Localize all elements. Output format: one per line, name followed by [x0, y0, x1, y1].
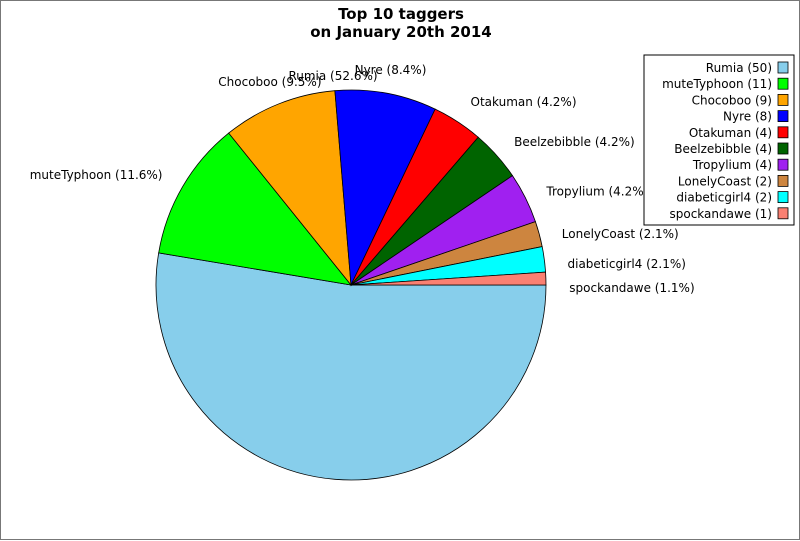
legend-swatch-nyre [777, 110, 789, 122]
legend-swatch-otakuman [777, 126, 789, 139]
legend-label-beelzebibble: Beelzebibble (4) [674, 142, 772, 156]
legend-swatch-beelzebibble [777, 142, 789, 155]
slice-label-chocoboo: Chocoboo (9.5%) [218, 75, 321, 89]
legend-swatch-tropylium [777, 158, 789, 171]
slice-label-lonelycoast: LonelyCoast (2.1%) [562, 227, 679, 241]
title-line-1: Top 10 taggers [338, 5, 464, 23]
pie-slice-nyre [334, 89, 436, 287]
slice-label-diabeticgirl4: diabeticgirl4 (2.1%) [568, 257, 686, 271]
chart-legend: Rumia (50) muteTyphoon (11) Chocoboo (9) Ny… [643, 54, 795, 226]
pie-slice-spockandawe [350, 271, 547, 286]
slice-label-otakuman: Otakuman (4.2%) [471, 95, 577, 109]
legend-label-diabeticgirl4: diabeticgirl4 (2) [676, 191, 772, 205]
title-line-2: on January 20th 2014 [310, 23, 491, 41]
legend-swatch-rumia [777, 61, 789, 74]
legend-label-rumia: Rumia (50) [706, 61, 772, 75]
legend-swatch-spockandawe [777, 207, 789, 220]
legend-label-lonelycoast: LonelyCoast (2) [678, 174, 772, 188]
slice-labels: Rumia (52.6%) muteTyphoon (11.6%) Chocoboo… [30, 63, 695, 295]
legend-label-chocoboo: Chocoboo (9) [692, 93, 772, 107]
pie-slice-mutetyphoon [158, 132, 352, 286]
legend-label-otakuman: Otakuman (4) [689, 126, 772, 140]
pie-slices [155, 89, 547, 481]
slice-label-beelzebibble: Beelzebibble (4.2%) [514, 135, 635, 149]
legend-label-mutetyphoon: muteTyphoon (11) [662, 77, 772, 91]
legend-swatch-chocoboo [777, 94, 789, 106]
legend-label-nyre: Nyre (8) [723, 110, 772, 124]
legend-swatch-diabeticgirl4 [777, 191, 789, 204]
slice-label-mutetyphoon: muteTyphoon (11.6%) [30, 168, 163, 182]
slice-label-spockandawe: spockandawe (1.1%) [569, 281, 694, 295]
legend-label-tropylium: Tropylium (4) [692, 158, 772, 172]
slice-label-rumia: Rumia (52.6%) [288, 69, 377, 83]
slice-label-nyre: Nyre (8.4%) [355, 63, 427, 77]
slice-label-tropylium: Tropylium (4.2%) [545, 185, 648, 199]
pie-slice-rumia [155, 252, 547, 481]
legend-box [643, 54, 795, 226]
legend-swatch-lonelycoast [777, 174, 789, 187]
pie-slice-chocoboo [228, 90, 352, 287]
legend-swatch-mutetyphoon [777, 77, 789, 90]
legend-label-spockandawe: spockandawe (1) [670, 207, 773, 221]
